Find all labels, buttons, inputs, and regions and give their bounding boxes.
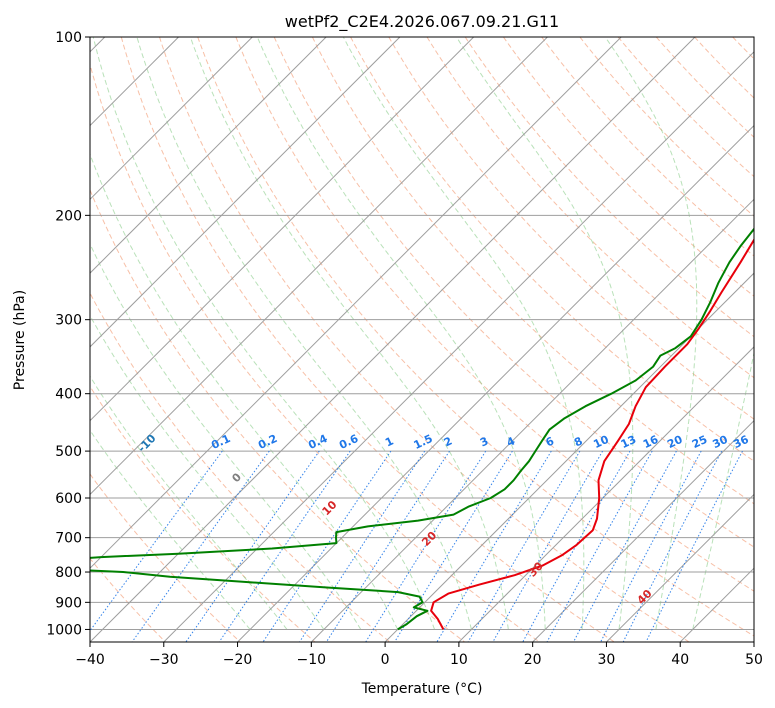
y-tick-label: 300	[55, 313, 82, 329]
mixing-ratio-line	[131, 450, 270, 642]
x-tick-label: 30	[598, 652, 616, 668]
isotherm	[90, 37, 253, 201]
mixing-ratio-label: 10	[591, 433, 611, 451]
moist-adiabat	[90, 152, 399, 630]
mixing-ratio-label: 13	[619, 433, 638, 451]
moist-adiabat	[90, 375, 288, 630]
mixing-ratio-line	[645, 450, 743, 642]
isotherm	[90, 37, 475, 422]
x-tick-label: 50	[745, 652, 763, 668]
isotherm	[90, 37, 696, 642]
x-tick-label: −40	[75, 652, 105, 668]
x-tick-label: 20	[524, 652, 542, 668]
isotherm	[237, 124, 754, 642]
y-tick-label: 800	[55, 565, 82, 581]
moist-adiabat	[342, 37, 585, 630]
isotherm	[532, 419, 754, 642]
x-tick-label: −20	[223, 652, 253, 668]
profiles	[90, 227, 754, 631]
mixing-ratio-line	[325, 450, 450, 642]
mixing-ratio-line	[622, 450, 723, 642]
temperature-profile	[430, 238, 754, 630]
mixing-ratio-line	[365, 450, 487, 642]
dry-adiabat	[388, 37, 754, 420]
dry-adiabat	[90, 292, 391, 642]
dewpoint-profile	[90, 227, 754, 631]
moist-adiabat	[90, 429, 251, 630]
x-tick-label: 40	[671, 652, 689, 668]
dry-adiabat	[120, 37, 615, 642]
x-tick-label: −10	[297, 652, 327, 668]
mixing-ratio-line	[573, 450, 677, 642]
mixing-ratio-line	[299, 450, 426, 642]
y-tick-label: 700	[55, 531, 82, 547]
dry-adiabat	[90, 62, 540, 642]
mixing-ratio-label: 16	[641, 433, 661, 451]
mixing-ratio-line	[394, 450, 513, 642]
dry-adiabat	[502, 37, 754, 297]
dry-adiabat	[90, 188, 465, 642]
y-tick-label: 100	[55, 30, 82, 46]
dry-adiabat	[159, 37, 690, 642]
dry-adiabat	[90, 385, 316, 642]
moist-adiabat	[90, 314, 325, 630]
mixing-ratio-line	[546, 450, 653, 642]
moist-adiabat	[136, 37, 472, 630]
x-axis-label: Temperature (°C)	[361, 681, 483, 697]
isotherm	[90, 37, 401, 348]
plot-frame	[89, 36, 755, 643]
mixing-ratio-line	[600, 450, 702, 642]
mixing-ratio-label: 30	[711, 433, 731, 451]
moist-adiabat	[256, 37, 546, 630]
chart-title: wetPf2_C2E4.2026.067.09.21.G11	[285, 12, 559, 32]
dry-adiabat	[273, 37, 754, 548]
isotherm	[90, 37, 327, 274]
mixing-ratio-line	[185, 450, 320, 642]
y-axis-label: Pressure (hPa)	[12, 290, 28, 390]
x-tick-label: 0	[381, 652, 390, 668]
y-tick-label: 600	[55, 491, 82, 507]
x-tick-label: 10	[450, 652, 468, 668]
y-tick-label: 400	[55, 387, 82, 403]
isotherm	[163, 51, 754, 642]
mixing-ratio-label: 25	[690, 433, 709, 451]
dry-adiabat	[311, 37, 754, 505]
y-tick-label: 200	[55, 208, 82, 224]
dry-adiabat	[350, 37, 754, 462]
mixing-ratio-line	[436, 450, 552, 642]
isotherm	[310, 198, 754, 642]
dry-adiabat	[235, 37, 754, 592]
y-tick-label: 900	[55, 595, 82, 611]
axis-ticks: −40 −30 −20 −10 0 10 20 30 40 50 100 200 300 400 500 60…	[46, 30, 763, 668]
isotherm	[606, 493, 754, 642]
x-tick-label: −30	[149, 652, 179, 668]
dry-adiabat	[617, 37, 754, 178]
moist-adiabat	[90, 242, 362, 630]
isotherm	[90, 37, 548, 496]
mixing-ratio-label: 36	[731, 433, 751, 451]
isotherm	[90, 37, 622, 569]
y-tick-label: 500	[55, 444, 82, 460]
isotherm	[458, 346, 754, 642]
moist-adiabat	[92, 37, 436, 630]
mixing-ratio-line	[90, 450, 223, 632]
y-tick-label: 1000	[46, 622, 82, 638]
mixing-ratio-label: 20	[665, 433, 685, 451]
dry-adiabat	[541, 37, 754, 257]
dry-adiabat	[426, 37, 754, 379]
